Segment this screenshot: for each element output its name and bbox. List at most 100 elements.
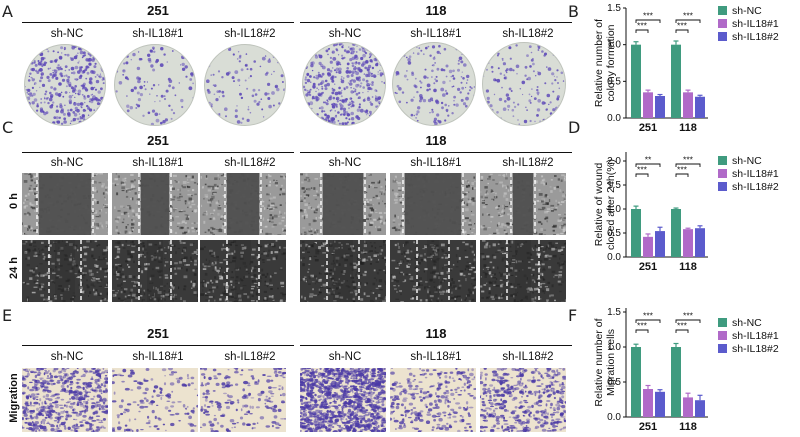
condition-label: sh-NC: [50, 351, 84, 363]
bar: [643, 92, 653, 118]
migration-image: [112, 368, 198, 432]
bar: [683, 92, 693, 118]
group-underline: [22, 22, 294, 24]
significance-bracket: [675, 173, 689, 177]
migration-image: [300, 368, 386, 432]
condition-label: sh-NC: [328, 351, 362, 363]
condition-label: sh-IL18#1: [132, 28, 184, 40]
x-tick-label: 251: [639, 122, 657, 134]
condition-label: sh-IL18#2: [224, 157, 276, 169]
bar: [655, 231, 665, 257]
bar: [695, 96, 705, 118]
y-axis-label: Migration cells: [605, 329, 617, 396]
significance-bracket: [675, 163, 701, 167]
bar: [695, 228, 705, 257]
wound-image: [390, 173, 476, 235]
wound-image: [390, 240, 476, 302]
y-tick-label: 0.5: [607, 228, 621, 239]
significance-bracket: [635, 163, 661, 167]
condition-label: sh-IL18#2: [224, 351, 276, 363]
significance-label: ***: [677, 165, 688, 175]
bar: [655, 391, 665, 417]
panel-label-a: A: [2, 2, 13, 21]
bar: [631, 44, 641, 118]
significance-bracket: [675, 19, 701, 23]
significance-label: ***: [637, 21, 648, 31]
group-title-e-251: 251: [147, 326, 169, 341]
significance-bracket: [675, 329, 689, 333]
y-axis-label: Relative of wound: [593, 163, 605, 247]
row-label-0h: 0 h: [8, 193, 20, 209]
bar: [671, 44, 681, 118]
y-axis-label: closed after 24h(%): [605, 159, 617, 250]
condition-label: sh-IL18#1: [132, 351, 184, 363]
legend-label: sh-IL18#1: [732, 18, 779, 30]
wound-image: [22, 240, 108, 302]
legend-swatch: [718, 344, 727, 353]
legend-swatch: [718, 169, 727, 178]
condition-label: sh-IL18#1: [132, 157, 184, 169]
group-underline: [300, 22, 572, 24]
colony-dish: [24, 44, 106, 126]
migration-image: [22, 368, 108, 432]
group-underline: [300, 152, 572, 154]
colony-dish: [482, 42, 566, 126]
bar: [643, 389, 653, 417]
legend-label: sh-IL18#1: [732, 330, 779, 342]
y-tick-label: 0.5: [607, 377, 621, 388]
group-title-c-118: 118: [425, 133, 447, 148]
y-tick-label: 1.0: [607, 40, 621, 51]
legend-label: sh-NC: [732, 155, 762, 167]
bar: [683, 397, 693, 417]
group-underline: [300, 345, 572, 347]
y-axis-label: colony formation: [605, 24, 617, 101]
x-tick-label: 118: [679, 122, 697, 134]
legend-swatch: [718, 156, 727, 165]
group-title-a-118: 118: [425, 3, 447, 18]
legend-swatch: [718, 182, 727, 191]
legend-swatch: [718, 331, 727, 340]
legend-label: sh-NC: [732, 5, 762, 17]
significance-label: ***: [677, 21, 688, 31]
legend-label: sh-NC: [732, 317, 762, 329]
condition-label: sh-IL18#2: [502, 157, 554, 169]
colony-dish: [114, 44, 196, 126]
condition-label: sh-IL18#1: [410, 351, 462, 363]
legend-label: sh-IL18#1: [732, 168, 779, 180]
y-axis-label: Relative number of: [593, 318, 605, 406]
wound-image: [22, 173, 108, 235]
y-axis-label: Relative number of: [593, 19, 605, 107]
wound-image: [300, 173, 386, 235]
legend-label: sh-IL18#2: [732, 343, 779, 355]
significance-bracket: [635, 173, 649, 177]
significance-label: ***: [637, 321, 648, 331]
group-title-c-251: 251: [147, 133, 169, 148]
significance-label: **: [645, 155, 652, 165]
migration-image: [390, 368, 476, 432]
significance-bracket: [675, 319, 701, 323]
colony-dish: [302, 42, 386, 126]
significance-bracket: [635, 19, 661, 23]
significance-label: ***: [643, 311, 654, 321]
condition-label: sh-NC: [50, 157, 84, 169]
y-tick-label: 0.0: [607, 113, 621, 124]
legend-swatch: [718, 318, 727, 327]
legend-swatch: [718, 6, 727, 15]
significance-label: ***: [683, 11, 694, 21]
significance-label: ***: [677, 321, 688, 331]
x-tick-label: 251: [639, 261, 657, 273]
panel-label-b: B: [568, 2, 579, 21]
row-label-24h: 24 h: [8, 257, 20, 280]
legend-label: sh-IL18#2: [732, 181, 779, 193]
colony-dish: [204, 44, 286, 126]
y-tick-label: 1.0: [607, 204, 621, 215]
bar: [695, 400, 705, 417]
y-tick-label: 0.5: [607, 76, 621, 87]
x-tick-label: 118: [679, 261, 697, 273]
significance-label: ***: [683, 311, 694, 321]
panel-label-e: E: [2, 306, 13, 325]
bar: [683, 229, 693, 257]
